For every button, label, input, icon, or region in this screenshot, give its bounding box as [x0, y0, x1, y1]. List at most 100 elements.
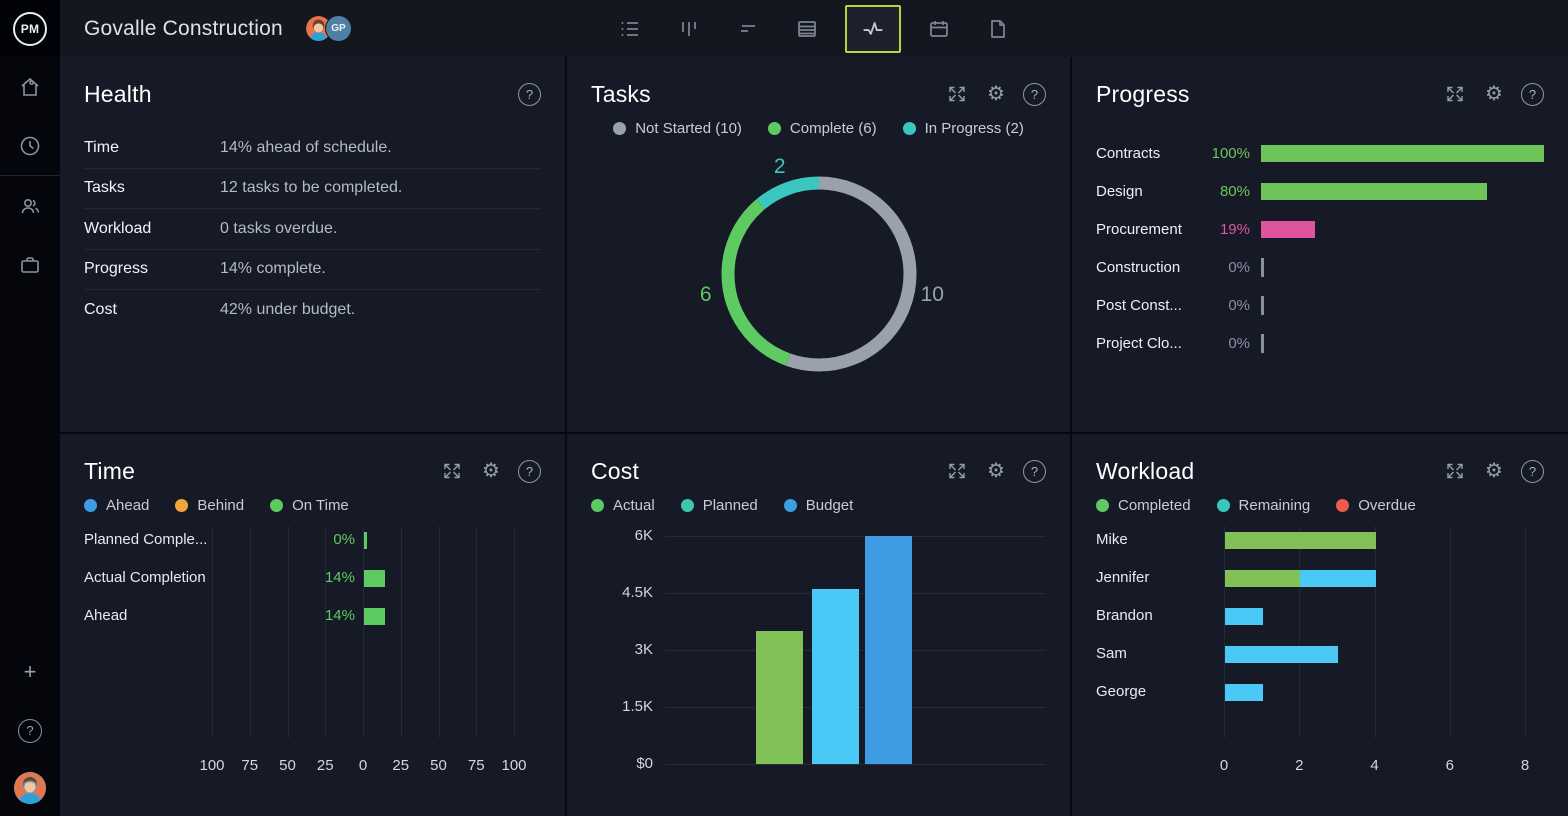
- legend-label: Planned: [702, 497, 758, 514]
- sidebar-item-home[interactable]: [0, 57, 60, 116]
- clock-icon: [20, 136, 40, 155]
- progress-percent-label: 80%: [1219, 182, 1250, 200]
- panel-workload: Workload ⚙ ?: [1072, 434, 1568, 816]
- tab-dashboard-view[interactable]: [845, 4, 901, 53]
- tasks-legend-item[interactable]: Complete (6): [767, 120, 877, 137]
- settings-gear-icon[interactable]: ⚙: [1485, 83, 1503, 105]
- health-rows: Time 14% ahead of schedule. Tasks 12 tasks …: [84, 128, 541, 331]
- legend-dot: [680, 499, 694, 512]
- calendar-view-icon: [930, 20, 948, 37]
- tab-gantt-view[interactable]: [727, 8, 769, 50]
- x-axis-tick-label: 0: [1219, 757, 1229, 774]
- help-icon[interactable]: ?: [518, 459, 541, 483]
- workload-legend-item[interactable]: Remaining: [1216, 497, 1310, 514]
- expand-icon[interactable]: [1443, 459, 1467, 483]
- tab-list-view[interactable]: [609, 8, 651, 50]
- workload-bar-remaining: [1300, 570, 1376, 587]
- gridline: [1299, 526, 1301, 738]
- settings-gear-icon[interactable]: ⚙: [987, 83, 1005, 105]
- x-axis-tick-label: 0: [358, 757, 368, 774]
- progress-category-label: Design: [1096, 182, 1143, 200]
- project-members[interactable]: GP: [304, 15, 352, 42]
- sidebar-item-portfolio[interactable]: [0, 235, 60, 294]
- sidebar-item-team[interactable]: [0, 176, 60, 235]
- time-legend-item[interactable]: On Time: [270, 497, 349, 514]
- gridline: [514, 526, 515, 738]
- people-icon: [21, 198, 40, 213]
- help-icon[interactable]: ?: [1521, 82, 1544, 106]
- progress-bar-fill: [1261, 220, 1315, 238]
- panel-title-time: Time: [84, 457, 136, 484]
- time-value-label: 14%: [324, 607, 355, 624]
- gridline: [1374, 526, 1376, 738]
- help-icon[interactable]: ?: [1023, 459, 1046, 483]
- tab-calendar-view[interactable]: [918, 8, 960, 50]
- legend-label: Overdue: [1358, 497, 1416, 514]
- tab-sheet-view[interactable]: [786, 8, 828, 50]
- cost-legend-item[interactable]: Budget: [783, 497, 853, 514]
- sidebar-add-button[interactable]: +: [0, 642, 60, 701]
- tasks-legend-item[interactable]: Not Started (10): [613, 120, 742, 137]
- help-icon[interactable]: ?: [518, 82, 541, 106]
- member-avatar: [304, 15, 332, 42]
- progress-track: [1261, 295, 1544, 315]
- cost-legend-item[interactable]: Actual: [591, 497, 655, 514]
- help-icon[interactable]: ?: [1023, 82, 1046, 106]
- expand-icon[interactable]: [945, 82, 969, 106]
- expand-icon[interactable]: [945, 459, 969, 483]
- expand-icon[interactable]: [440, 459, 464, 483]
- progress-bar-fill: [1261, 144, 1544, 162]
- y-axis-tick-label: 1.5K: [622, 698, 653, 715]
- workload-legend-item[interactable]: Completed: [1096, 497, 1191, 514]
- legend-label: Not Started (10): [635, 120, 742, 137]
- health-metric-label: Workload: [84, 219, 152, 237]
- cost-legend-item[interactable]: Planned: [680, 497, 758, 514]
- help-icon[interactable]: ?: [1521, 459, 1544, 483]
- member-avatar-initials: GP: [324, 15, 352, 42]
- workload-bar-remaining: [1225, 608, 1263, 625]
- workload-bar-remaining: [1225, 684, 1263, 701]
- panel-title-tasks: Tasks: [591, 80, 651, 107]
- sidebar: PM + ?: [0, 0, 60, 816]
- tasks-legend-item[interactable]: In Progress (2): [902, 120, 1024, 137]
- sidebar-user-avatar[interactable]: [0, 760, 60, 816]
- sidebar-help-button[interactable]: ?: [0, 701, 60, 760]
- time-category-label: Planned Comple...: [84, 531, 206, 548]
- workload-category-label: Brandon: [1096, 607, 1153, 624]
- tasks-donut-chart: 10 6 2: [591, 137, 1046, 385]
- x-axis-tick-label: 8: [1520, 757, 1530, 774]
- gridline: [287, 526, 289, 738]
- dashboard-grid: Health ? Time 14% ahead of schedule. Tasks…: [60, 57, 1568, 816]
- settings-gear-icon[interactable]: ⚙: [482, 460, 500, 482]
- gridline: [249, 526, 251, 738]
- settings-gear-icon[interactable]: ⚙: [1485, 460, 1503, 482]
- list-view-icon: [621, 21, 638, 36]
- time-legend-item[interactable]: Behind: [175, 497, 244, 514]
- tab-board-view[interactable]: [668, 8, 710, 50]
- topbar: Govalle Construction GP: [60, 0, 1568, 57]
- gridline: [665, 536, 1046, 537]
- tab-docs-view[interactable]: [977, 8, 1019, 50]
- x-axis-tick-label: 100: [199, 757, 225, 774]
- sidebar-item-time[interactable]: [0, 116, 60, 175]
- workload-category-label: Mike: [1096, 531, 1128, 548]
- settings-gear-icon[interactable]: ⚙: [987, 460, 1005, 482]
- health-metric-value: 14% complete.: [220, 260, 326, 278]
- progress-percent-label: 0%: [1228, 296, 1250, 314]
- panel-title-cost: Cost: [591, 457, 640, 484]
- app-logo[interactable]: PM: [0, 0, 60, 57]
- health-row: Cost 42% under budget.: [84, 290, 541, 331]
- progress-category-label: Construction: [1096, 258, 1181, 276]
- workload-legend-item[interactable]: Overdue: [1336, 497, 1416, 514]
- x-axis-tick-label: 25: [316, 757, 334, 774]
- expand-icon[interactable]: [1443, 82, 1467, 106]
- progress-track: [1261, 257, 1544, 277]
- time-value-label: 0%: [333, 531, 355, 548]
- time-legend-item[interactable]: Ahead: [84, 497, 149, 514]
- legend-label: Actual: [613, 497, 655, 514]
- pm-logo-icon: PM: [13, 11, 47, 46]
- workload-chart: 0 2 4 6 8 Mike Jennifer Brandon Sam George: [1096, 526, 1544, 776]
- legend-dot: [175, 499, 189, 512]
- legend-dot: [84, 499, 97, 512]
